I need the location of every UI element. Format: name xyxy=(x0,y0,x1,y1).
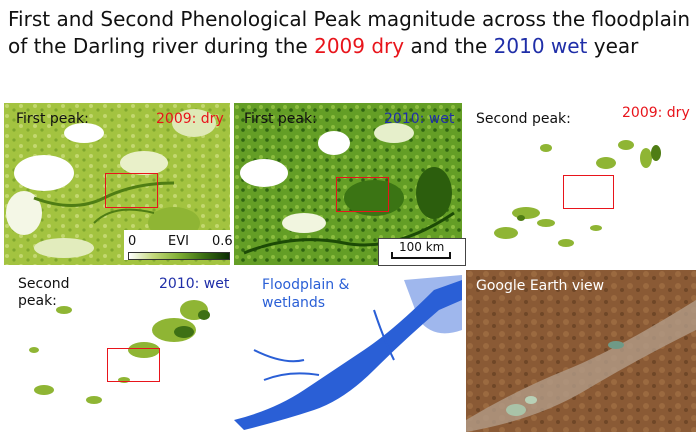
colorbar-gradient xyxy=(128,252,230,260)
panel-year-wet: 2010: wet xyxy=(159,276,230,292)
title-part-3: year xyxy=(587,34,639,58)
panel-year-dry: 2009: dry xyxy=(156,111,224,127)
study-area-box xyxy=(336,177,389,212)
colorbar-name: EVI xyxy=(168,234,189,249)
evi-map-first-peak-2010 xyxy=(234,103,462,265)
panel-label: First peak: xyxy=(16,111,89,127)
scalebar-tick-left xyxy=(391,252,393,259)
study-area-box xyxy=(107,348,160,382)
scalebar-tick-right xyxy=(449,252,451,259)
scalebar-line xyxy=(391,257,451,259)
evi-colorbar: 0 EVI 0.6 xyxy=(124,230,234,260)
panel-first-peak-2010: First peak: 2010: wet xyxy=(234,103,462,265)
evi-map-second-peak-2009 xyxy=(494,140,661,247)
panel-first-peak-2009: First peak: 2009: dry xyxy=(4,103,230,265)
panel-label: First peak: xyxy=(244,111,317,127)
floodplain-map xyxy=(234,275,462,430)
panel-label: Google Earth view xyxy=(476,278,605,294)
figure-title: First and Second Phenological Peak magni… xyxy=(8,6,698,60)
study-area-box xyxy=(563,175,614,209)
panel-second-peak-2009: Second peak: 2009: dry xyxy=(466,103,696,265)
satellite-image xyxy=(466,270,696,432)
panel-label: Second peak: xyxy=(18,276,70,309)
panel-year-dry: 2009: dry xyxy=(622,105,690,121)
title-wet-year: 2010 wet xyxy=(493,34,588,58)
scalebar: 100 km xyxy=(378,238,466,266)
study-area-box xyxy=(105,173,158,208)
panel-label: Floodplain & wetlands xyxy=(262,277,350,311)
panel-second-peak-2010: Second peak: 2010: wet xyxy=(4,270,230,432)
panel-label: Second peak: xyxy=(476,111,571,127)
colorbar-max: 0.6 xyxy=(212,234,233,249)
scalebar-text: 100 km xyxy=(399,240,445,254)
panel-google-earth: Google Earth view xyxy=(466,270,696,432)
evi-map-second-peak-2010 xyxy=(29,300,210,404)
title-part-2: and the xyxy=(404,34,494,58)
panel-year-wet: 2010: wet xyxy=(384,111,455,127)
title-dry-year: 2009 dry xyxy=(314,34,405,58)
title-part-1: First and Second Phenological Peak magni… xyxy=(8,7,691,58)
colorbar-min: 0 xyxy=(128,234,137,249)
panel-floodplain-wetlands: Floodplain & wetlands xyxy=(234,270,462,432)
